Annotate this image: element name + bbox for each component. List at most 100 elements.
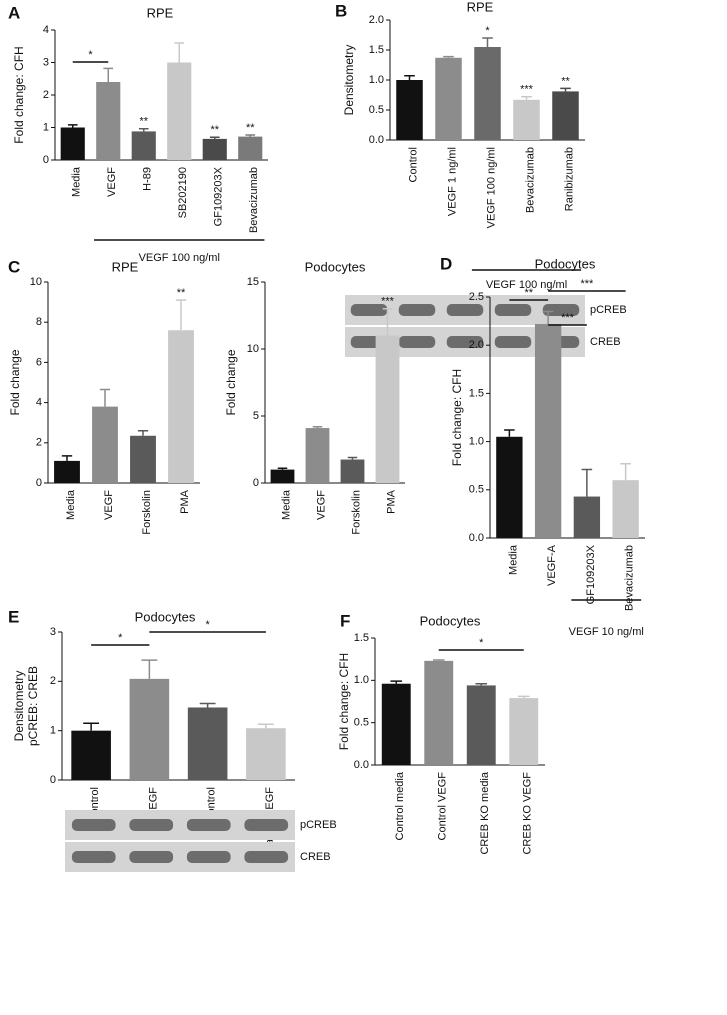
blot-band: [398, 336, 436, 348]
chart-title: RPE: [467, 0, 494, 14]
panel-letter: A: [8, 3, 20, 22]
y-tick-label: 1.0: [469, 436, 484, 448]
y-tick-label: 10: [247, 343, 259, 355]
bar: [381, 683, 411, 765]
significance: ***: [520, 84, 534, 96]
bar: [238, 136, 263, 160]
x-tick-label: Forskolin: [350, 490, 362, 535]
y-tick-label: 0: [36, 477, 42, 489]
y-axis-label: Fold change: CFH: [337, 653, 351, 750]
bracket-label: *: [205, 619, 210, 631]
y-tick-label: 1: [50, 725, 56, 737]
bar: [466, 685, 496, 765]
bar: [270, 469, 295, 483]
error-bar: [245, 134, 256, 137]
blot-band: [542, 304, 580, 316]
panel-letter: E: [8, 607, 19, 626]
bar: [168, 330, 194, 483]
error-bar: [404, 75, 415, 80]
error-bar: [174, 42, 185, 63]
group-label: VEGF 100 ng/ml: [486, 279, 567, 291]
error-bar: [620, 463, 631, 481]
x-tick-label: Forskolin: [141, 490, 153, 535]
x-tick-label: VEGF 1 ng/ml: [446, 147, 458, 216]
x-tick-label: PMA: [385, 489, 397, 514]
error-bar: [103, 67, 114, 82]
error-bar: [199, 702, 216, 708]
blot-band: [129, 851, 174, 863]
blot-band: [186, 819, 231, 831]
error-bar: [475, 682, 488, 686]
y-tick-label: 0: [43, 154, 49, 166]
error-bar: [521, 96, 532, 100]
error-bar: [382, 308, 393, 336]
blot-label: CREB: [300, 851, 331, 863]
bracket-label: ***: [561, 312, 575, 324]
blot-band: [494, 304, 532, 316]
y-tick-label: 5: [253, 410, 259, 422]
y-tick-label: 0.0: [354, 759, 369, 771]
y-tick-label: 0: [253, 477, 259, 489]
bracket-label: *: [118, 632, 123, 644]
bar: [54, 460, 80, 483]
error-bar: [83, 722, 100, 731]
error-bar: [67, 124, 78, 128]
y-tick-label: 0: [50, 774, 56, 786]
x-tick-label: VEGF: [315, 490, 327, 520]
blot-band: [494, 336, 532, 348]
x-tick-label: Bevacizumab: [624, 545, 636, 611]
bar: [131, 131, 156, 160]
group-label: VEGF 100 ng/ml: [139, 252, 220, 264]
blot-band: [398, 304, 436, 316]
y-tick-label: 6: [36, 356, 42, 368]
y-tick-label: 1.0: [369, 74, 384, 86]
error-bar: [209, 136, 220, 139]
y-axis-label: pCREB: CREB: [26, 666, 40, 746]
error-bar: [482, 37, 493, 47]
x-tick-label: Bevacizumab: [248, 167, 260, 233]
y-tick-label: 4: [43, 24, 49, 36]
panel-letter: F: [340, 611, 350, 630]
x-tick-label: SB202190: [177, 167, 189, 218]
bar: [92, 406, 118, 483]
bar: [509, 698, 539, 765]
bar: [129, 678, 170, 780]
x-tick-label: GF109203X: [585, 544, 597, 604]
bar: [396, 80, 423, 140]
error-bar: [390, 680, 403, 684]
x-tick-label: GF109203X: [213, 166, 225, 226]
y-axis-label: Densitometry: [12, 671, 26, 742]
y-tick-label: 0.5: [354, 717, 369, 729]
error-bar: [542, 310, 554, 324]
group-label: VEGF 10 ng/ml: [569, 626, 644, 638]
y-tick-label: 1.5: [469, 387, 484, 399]
bar: [496, 436, 523, 538]
x-tick-label: VEGF: [103, 490, 115, 520]
significance: **: [246, 122, 255, 134]
bar: [71, 730, 111, 780]
y-tick-label: 0.5: [369, 104, 384, 116]
y-tick-label: 2.0: [469, 339, 484, 351]
x-tick-label: Media: [65, 489, 77, 520]
y-tick-label: 2: [50, 675, 56, 687]
error-bar: [175, 299, 187, 331]
y-tick-label: 4: [36, 397, 42, 409]
blot-band: [129, 819, 174, 831]
error-bar: [99, 388, 111, 407]
y-tick-label: 1.5: [369, 44, 384, 56]
bar: [375, 335, 400, 483]
y-tick-label: 0.5: [469, 484, 484, 496]
y-axis-label: Fold change: CFH: [12, 46, 26, 143]
significance: *: [485, 25, 490, 37]
x-tick-label: Ranibizumab: [563, 147, 575, 211]
bar: [573, 496, 601, 538]
chart-title: Podocytes: [420, 613, 481, 628]
error-bar: [581, 468, 593, 497]
bar: [612, 480, 639, 538]
bar: [513, 99, 540, 140]
x-tick-label: CREB KO VEGF: [522, 772, 534, 855]
x-tick-label: Control media: [394, 771, 406, 840]
bar: [305, 428, 330, 483]
blot-label: pCREB: [300, 819, 337, 831]
